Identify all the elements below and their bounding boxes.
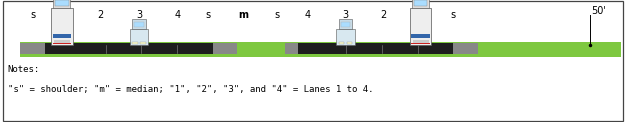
Bar — [45, 43, 213, 54]
Bar — [411, 34, 430, 38]
Bar — [237, 42, 285, 57]
Bar — [51, 8, 73, 45]
Text: s: s — [30, 10, 35, 20]
Bar — [411, 43, 430, 44]
Bar — [53, 0, 71, 8]
Bar — [20, 43, 45, 54]
Text: 1: 1 — [59, 10, 65, 20]
Text: s: s — [205, 10, 210, 20]
Text: 4: 4 — [174, 10, 180, 20]
Bar — [336, 29, 355, 45]
Bar — [20, 42, 621, 57]
Bar — [285, 43, 453, 54]
Text: "s" = shoulder; "m" = median; "1", "2", "3", and "4" = Lanes 1 to 4.: "s" = shoulder; "m" = median; "1", "2", … — [8, 85, 373, 94]
Text: s: s — [450, 10, 455, 20]
Bar — [132, 19, 146, 29]
Bar — [410, 8, 431, 45]
Bar — [134, 22, 144, 27]
Bar — [53, 34, 71, 38]
Bar — [414, 0, 428, 6]
Bar — [453, 43, 478, 54]
Bar — [412, 0, 429, 8]
Text: 4: 4 — [305, 10, 311, 20]
Text: 3: 3 — [136, 10, 142, 20]
Bar — [130, 29, 148, 45]
Bar — [339, 42, 344, 44]
Text: 1: 1 — [418, 10, 424, 20]
Text: Notes:: Notes: — [8, 65, 40, 74]
Bar — [341, 22, 351, 27]
Bar — [132, 42, 138, 44]
Bar — [55, 0, 69, 6]
Text: 3: 3 — [342, 10, 349, 20]
Text: 50': 50' — [592, 6, 607, 16]
Text: 2: 2 — [380, 10, 386, 20]
Bar — [285, 43, 298, 54]
Bar — [140, 42, 146, 44]
Bar — [54, 40, 70, 43]
Bar — [339, 19, 352, 29]
Text: 2: 2 — [97, 10, 103, 20]
Bar — [53, 43, 71, 44]
Bar — [413, 40, 429, 43]
Bar — [347, 42, 352, 44]
Bar — [213, 43, 237, 54]
Text: s: s — [274, 10, 279, 20]
Text: m: m — [238, 10, 248, 20]
